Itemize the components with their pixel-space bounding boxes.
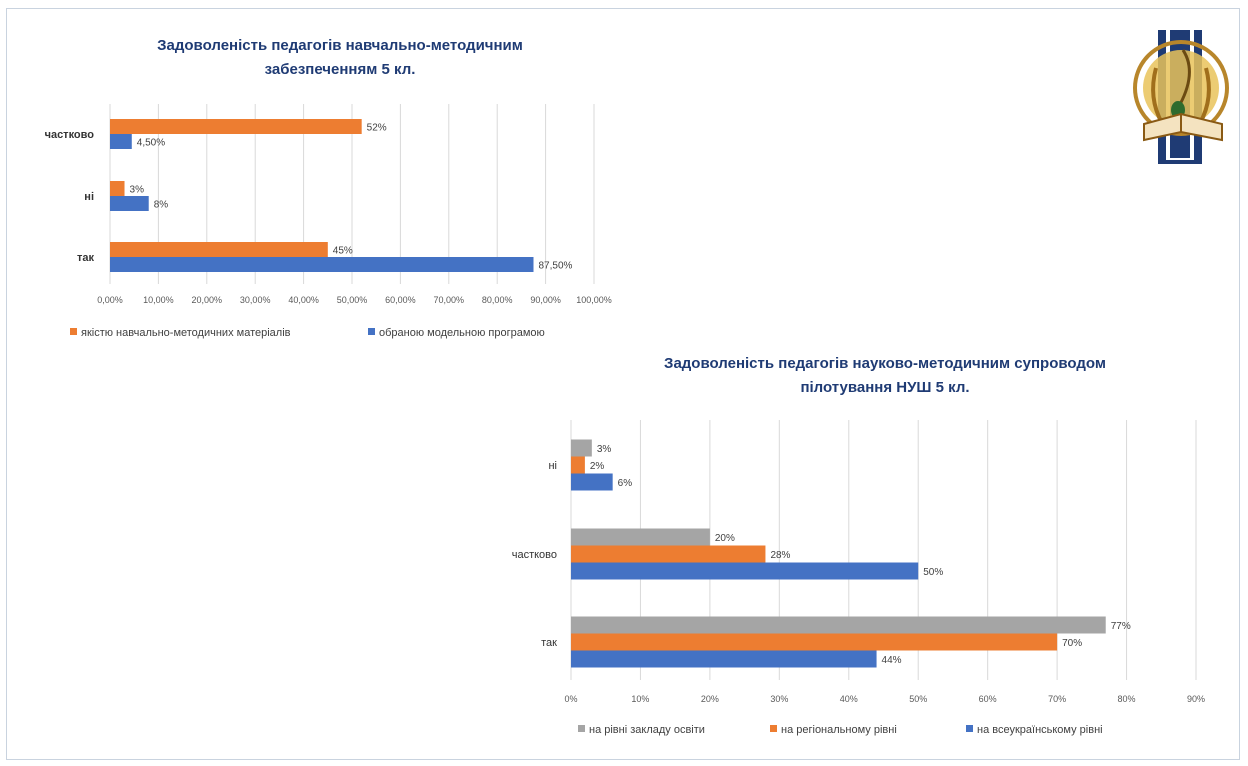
chart1-x-tick-label: 0,00% xyxy=(97,295,123,305)
chart2-data-label: 44% xyxy=(882,655,902,666)
chart1-x-tick-label: 10,00% xyxy=(143,295,174,305)
chart1-x-tick-label: 90,00% xyxy=(530,295,561,305)
emblem-disc xyxy=(1143,50,1219,126)
chart1-legend-label: обраною модельною програмою xyxy=(379,327,545,339)
chart2-bar xyxy=(571,562,919,580)
chart1-x-tick-label: 100,00% xyxy=(576,295,612,305)
chart2-x-tick-label: 0% xyxy=(564,694,577,704)
chart1-x-tick-label: 60,00% xyxy=(385,295,416,305)
chart2-data-label: 6% xyxy=(618,478,633,489)
chart2-data-label: 20% xyxy=(715,533,735,544)
chart1-x-tick-label: 30,00% xyxy=(240,295,271,305)
chart2-category-label: ні xyxy=(548,460,557,472)
emblem-ring xyxy=(1133,40,1229,136)
chart2-bar xyxy=(571,528,710,546)
chart2-x-tick-label: 90% xyxy=(1187,694,1205,704)
chart2-legend-label: на всеукраїнському рівні xyxy=(977,724,1103,736)
chart2-x-tick-label: 30% xyxy=(770,694,788,704)
chart1-bar xyxy=(110,196,149,211)
chart1-legend-swatch xyxy=(70,328,77,335)
chart1-x-tick-label: 40,00% xyxy=(288,295,319,305)
chart1-data-label: 87,50% xyxy=(539,261,573,272)
chart2-legend-label: на рівні закладу освіти xyxy=(589,724,705,736)
chart2-bar xyxy=(571,439,592,457)
chart2-bar xyxy=(571,456,585,474)
chart1-bar xyxy=(110,257,534,272)
chart2-title: Задоволеність педагогів науково-методичн… xyxy=(530,352,1240,400)
chart1-category-label: так xyxy=(77,252,95,264)
chart2-x-tick-label: 50% xyxy=(909,694,927,704)
chart1-x-tick-label: 50,00% xyxy=(337,295,368,305)
chart1-data-label: 45% xyxy=(333,246,353,257)
chart1-bar xyxy=(110,119,362,134)
chart1-title-line2: забезпеченням 5 кл. xyxy=(264,61,416,78)
chart2-legend-label: на регіональному рівні xyxy=(781,724,897,736)
chart2-legend-swatch xyxy=(578,725,585,732)
chart1-title: Задоволеність педагогів навчально-методи… xyxy=(60,34,620,82)
chart2-data-label: 70% xyxy=(1062,638,1082,649)
chart1-bar xyxy=(110,181,125,196)
chart1-data-label: 52% xyxy=(367,123,387,134)
chart2-bar xyxy=(571,473,613,491)
chart1-x-tick-label: 70,00% xyxy=(434,295,465,305)
chart1-category-label: ні xyxy=(84,191,94,203)
book-quill-emblem-icon xyxy=(1133,30,1229,164)
chart1-bar xyxy=(110,134,132,149)
chart2-data-label: 3% xyxy=(597,444,612,455)
chart1-x-tick-label: 20,00% xyxy=(192,295,223,305)
chart1-bar xyxy=(110,242,328,257)
chart2-x-tick-label: 60% xyxy=(979,694,997,704)
chart1-data-label: 4,50% xyxy=(137,138,165,149)
chart1-x-tick-label: 80,00% xyxy=(482,295,513,305)
chart2-bar xyxy=(571,545,766,563)
chart2-x-tick-label: 10% xyxy=(631,694,649,704)
chart2-data-label: 2% xyxy=(590,461,605,472)
chart2-bar xyxy=(571,616,1106,634)
chart2-category-label: частково xyxy=(512,549,557,561)
chart1-legend-swatch xyxy=(368,328,375,335)
chart1-legend-label: якістю навчально-методичних матеріалів xyxy=(81,327,291,339)
chart2-x-tick-label: 70% xyxy=(1048,694,1066,704)
chart2-data-label: 50% xyxy=(923,567,943,578)
chart2-legend-swatch xyxy=(966,725,973,732)
chart2-legend-swatch xyxy=(770,725,777,732)
chart1-title-line1: Задоволеність педагогів навчально-методи… xyxy=(157,37,523,54)
chart2-category-label: так xyxy=(541,637,557,649)
chart2-data-label: 77% xyxy=(1111,621,1131,632)
chart2-x-tick-label: 40% xyxy=(840,694,858,704)
chart2-bar xyxy=(571,633,1058,651)
chart2-title-line2: пілотування НУШ 5 кл. xyxy=(800,379,970,396)
chart2-title-line1: Задоволеність педагогів науково-методичн… xyxy=(664,355,1106,372)
chart1-data-label: 8% xyxy=(154,200,169,211)
chart2-bar xyxy=(571,650,877,668)
chart1-data-label: 3% xyxy=(130,185,145,196)
chart2-x-tick-label: 20% xyxy=(701,694,719,704)
chart1-category-label: частково xyxy=(45,129,95,141)
quill-icon xyxy=(1176,49,1191,109)
slide-frame xyxy=(6,8,1240,760)
chart2-data-label: 28% xyxy=(770,550,790,561)
chart2-x-tick-label: 80% xyxy=(1118,694,1136,704)
